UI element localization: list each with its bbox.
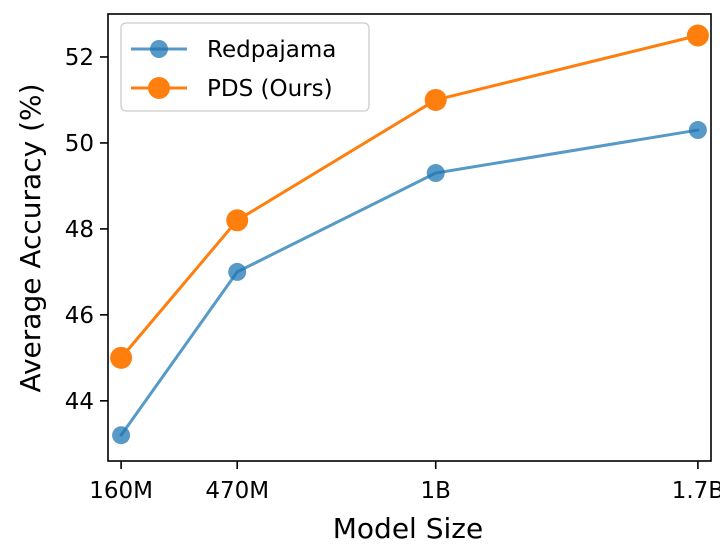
y-axis-title: Average Accuracy (%) bbox=[14, 83, 47, 392]
x-tick-label-1: 470M bbox=[205, 478, 269, 504]
y-tick-label-0: 44 bbox=[65, 389, 94, 415]
series-1-point-1 bbox=[226, 209, 249, 232]
legend-label-redpajama: Redpajama bbox=[207, 37, 336, 63]
y-tick-label-1: 46 bbox=[65, 303, 94, 329]
legend-label-pds: PDS (Ours) bbox=[207, 76, 333, 102]
plot-frame bbox=[107, 13, 712, 462]
y-tick-label-4: 52 bbox=[65, 45, 94, 71]
y-tick-label-3: 50 bbox=[65, 131, 94, 157]
series-0-point-2 bbox=[426, 164, 445, 183]
series-line-1 bbox=[119, 33, 700, 360]
series-line-0 bbox=[119, 128, 700, 437]
axis-layer: 160M 470M 1B 1.7B 44 46 48 50 52 bbox=[65, 45, 720, 504]
x-tick-label-2: 1B bbox=[421, 478, 451, 504]
legend: Redpajama PDS (Ours) bbox=[120, 22, 370, 112]
series-1-point-0 bbox=[110, 346, 133, 369]
series-1-point-2 bbox=[424, 88, 447, 111]
series-0-point-0 bbox=[112, 426, 131, 445]
legend-marker-redpajama bbox=[150, 40, 168, 58]
series-0-point-1 bbox=[228, 262, 247, 281]
series-layer bbox=[110, 24, 709, 445]
series-0-point-3 bbox=[688, 121, 707, 140]
y-tick-label-2: 48 bbox=[65, 217, 94, 243]
series-1-point-3 bbox=[686, 24, 709, 47]
x-tick-label-0: 160M bbox=[89, 478, 153, 504]
x-tick-label-3: 1.7B bbox=[672, 478, 720, 504]
x-axis-title: Model Size bbox=[333, 512, 483, 545]
legend-marker-pds bbox=[148, 77, 170, 99]
